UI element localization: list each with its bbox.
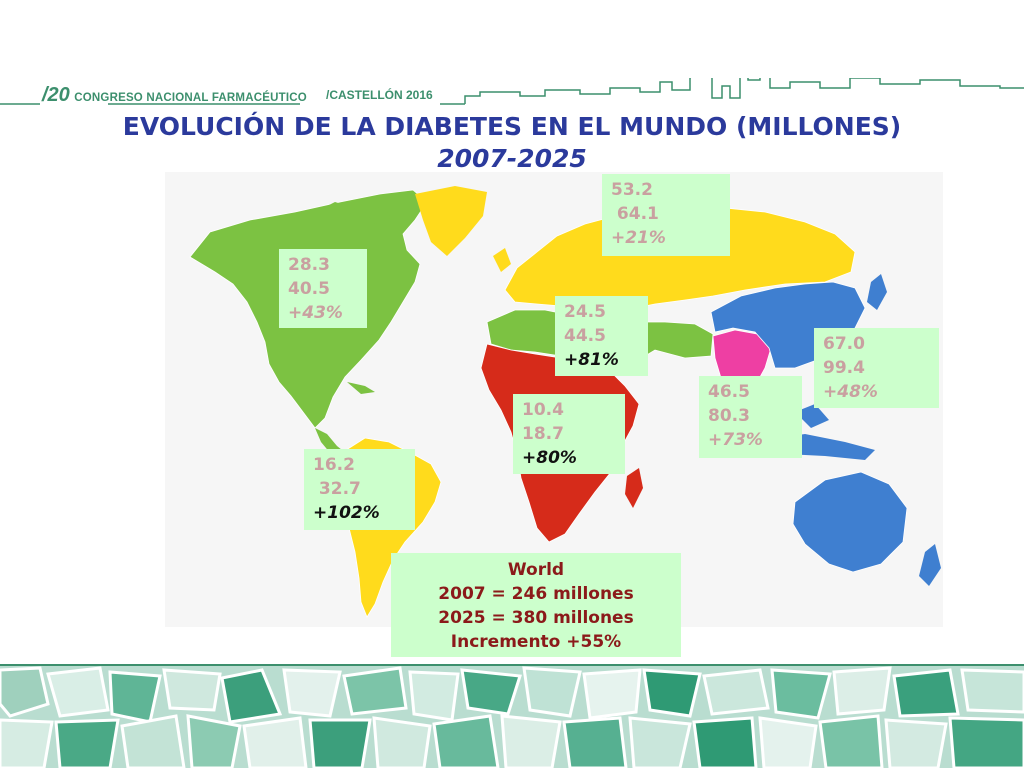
western-pacific-2007: 67.0 (823, 334, 865, 354)
south-east-asia-change: +73% (708, 430, 763, 450)
europe-box: 53.2 64.1 +21% (602, 174, 730, 256)
south-america-change: +102% (313, 503, 380, 523)
region-uk (493, 248, 511, 272)
south-east-asia-2007: 46.5 (708, 382, 750, 402)
region-greenland (415, 186, 487, 256)
world-2007: 2007 = 246 millones (438, 584, 634, 604)
mena-change: +81% (564, 350, 619, 370)
mena-2025: 44.5 (564, 326, 606, 346)
north-america-box: 28.3 40.5 +43% (279, 249, 367, 328)
congress-number: /20 (42, 84, 70, 106)
south-america-box: 16.2 32.7 +102% (304, 449, 415, 530)
africa-2007: 10.4 (522, 400, 564, 420)
congress-brand: /20 CONGRESO NACIONAL FARMACÉUTICO (42, 84, 307, 107)
congress-name: CONGRESO NACIONAL FARMACÉUTICO (74, 92, 307, 104)
mosaic-footer-decoration (0, 664, 1024, 768)
africa-change: +80% (522, 448, 577, 468)
world-2025: 2025 = 380 millones (438, 608, 634, 628)
western-pacific-box: 67.0 99.4 +48% (814, 328, 939, 408)
congress-header: /20 CONGRESO NACIONAL FARMACÉUTICO /CAST… (0, 78, 1024, 118)
south-america-2025: 32.7 (313, 479, 361, 499)
north-america-2007: 28.3 (288, 255, 330, 275)
south-america-2007: 16.2 (313, 455, 355, 475)
region-central-america (315, 382, 375, 462)
region-new-zealand (919, 544, 941, 586)
region-australia (792, 471, 908, 573)
africa-box: 10.4 18.7 +80% (513, 394, 625, 474)
western-pacific-2025: 99.4 (823, 358, 865, 378)
north-america-change: +43% (288, 303, 343, 323)
skyline-decoration (0, 78, 1024, 105)
congress-city: /CASTELLÓN 2016 (326, 88, 433, 102)
slide-subtitle-years: 2007-2025 (437, 144, 587, 173)
western-pacific-change: +48% (823, 382, 878, 402)
region-madagascar (625, 468, 643, 508)
north-america-2025: 40.5 (288, 279, 330, 299)
europe-2007: 53.2 (611, 180, 653, 200)
south-east-asia-2025: 80.3 (708, 406, 750, 426)
world-increase: Incremento +55% (450, 632, 622, 652)
africa-2025: 18.7 (522, 424, 564, 444)
mena-2007: 24.5 (564, 302, 606, 322)
world-summary-box: World 2007 = 246 millones 2025 = 380 mil… (391, 553, 681, 657)
region-north-america-islands (315, 202, 391, 224)
region-japan (867, 274, 887, 310)
mena-box: 24.5 44.5 +81% (555, 296, 648, 376)
south-east-asia-box: 46.5 80.3 +73% (699, 376, 802, 458)
slide-title: EVOLUCIÓN DE LA DIABETES EN EL MUNDO (MI… (122, 112, 902, 141)
europe-change: +21% (611, 228, 666, 248)
world-label: World (507, 560, 565, 580)
europe-2025: 64.1 (611, 204, 659, 224)
